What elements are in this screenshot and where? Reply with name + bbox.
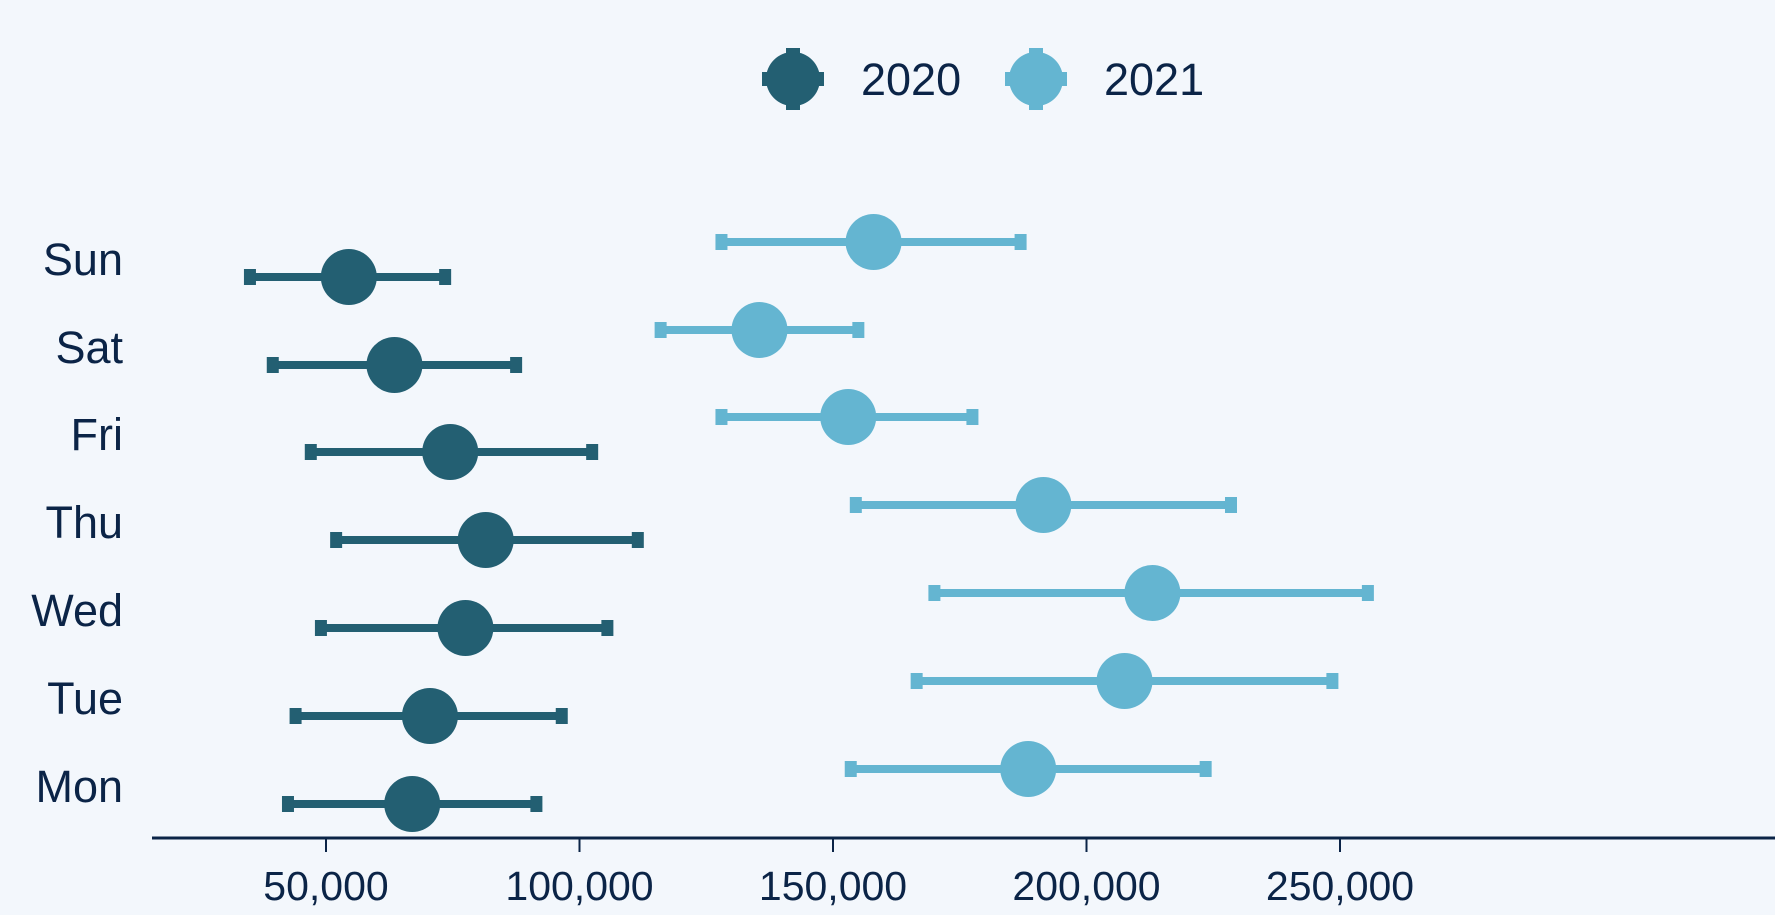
error-cap-high-2021-sat [852,322,865,338]
legend: 2020 2021 [762,48,1204,110]
error-cap-high-2020-fri [586,444,599,460]
error-cap-high-2020-sun [439,269,452,285]
point-group-2021-thu[interactable] [849,477,1237,533]
error-cap-high-2020-sat [510,357,523,373]
error-cap-low-2020-sun [243,269,256,285]
error-cap-high-2020-tue [555,708,568,724]
error-cap-high-2021-mon [1199,761,1212,777]
legend-label-2020: 2020 [861,54,961,105]
point-2020-sun[interactable] [320,249,377,305]
x-tick-label-100000: 100,000 [505,863,653,909]
legend-item-2021[interactable]: 2021 [1005,48,1204,110]
legend-cap-right-2021 [1061,72,1067,86]
legend-cap-top-2021 [1029,48,1043,54]
point-group-2020-tue[interactable] [289,688,568,744]
plot-marks [243,214,1374,832]
point-group-2020-wed[interactable] [314,600,614,656]
x-axis-ticks: 50,000 100,000 150,000 200,000 250,000 [263,838,1414,909]
point-2021-wed[interactable] [1124,565,1181,621]
legend-cap-top-2020 [786,48,800,54]
legend-cap-bottom-2020 [786,104,800,110]
point-2021-thu[interactable] [1015,477,1072,533]
point-2020-wed[interactable] [437,600,494,656]
category-label-sun: Sun [43,234,123,285]
point-group-2020-fri[interactable] [304,424,599,480]
error-cap-high-2021-thu [1224,497,1237,513]
point-group-2020-sun[interactable] [243,249,452,305]
point-group-2021-tue[interactable] [910,653,1339,709]
error-cap-high-2021-fri [966,409,979,425]
legend-cap-bottom-2021 [1029,104,1043,110]
error-cap-low-2020-thu [330,532,343,548]
point-2021-sun[interactable] [845,214,902,270]
category-label-tue: Tue [47,673,123,724]
error-cap-high-2021-tue [1326,673,1339,689]
x-tick-label-150000: 150,000 [759,863,907,909]
error-cap-low-2021-sun [715,234,728,250]
category-label-sat: Sat [55,322,123,373]
point-2021-sat[interactable] [731,302,788,358]
error-cap-low-2020-fri [304,444,317,460]
point-2020-sat[interactable] [366,337,423,393]
category-label-wed: Wed [31,585,123,636]
category-label-fri: Fri [71,409,123,460]
category-labels: Mon Tue Wed Thu Fri Sat Sun [31,234,123,812]
category-label-mon: Mon [35,761,123,812]
legend-cap-left-2020 [762,72,768,86]
point-group-2020-mon[interactable] [281,776,543,832]
error-cap-low-2021-tue [910,673,923,689]
error-cap-high-2021-sun [1014,234,1027,250]
point-2020-tue[interactable] [401,688,458,744]
error-cap-low-2020-sat [266,357,279,373]
legend-cap-left-2021 [1005,72,1011,86]
x-tick-label-250000: 250,000 [1266,863,1414,909]
point-group-2020-sat[interactable] [266,337,523,393]
legend-item-2020[interactable]: 2020 [762,48,961,110]
error-cap-low-2020-tue [289,708,302,724]
error-cap-high-2021-wed [1361,585,1374,601]
legend-cap-right-2020 [818,72,824,86]
error-cap-low-2021-mon [844,761,857,777]
error-cap-low-2021-wed [928,585,941,601]
legend-marker-2020 [766,52,820,106]
point-group-2021-fri[interactable] [715,389,979,445]
category-label-thu: Thu [45,497,123,548]
point-group-2021-sun[interactable] [715,214,1027,270]
x-tick-label-50000: 50,000 [263,863,388,909]
error-cap-high-2020-mon [530,796,543,812]
point-2020-fri[interactable] [422,424,479,480]
error-cap-low-2021-thu [849,497,862,513]
x-tick-label-200000: 200,000 [1012,863,1160,909]
legend-marker-2021 [1009,52,1063,106]
error-cap-low-2020-wed [314,620,327,636]
point-2021-tue[interactable] [1096,653,1153,709]
point-group-2021-mon[interactable] [844,741,1212,797]
legend-label-2021: 2021 [1104,54,1204,105]
point-2021-mon[interactable] [1000,741,1057,797]
error-cap-high-2020-thu [631,532,644,548]
point-group-2021-wed[interactable] [928,565,1374,621]
error-cap-low-2021-sat [654,322,667,338]
point-group-2021-sat[interactable] [654,302,865,358]
point-2020-mon[interactable] [384,776,441,832]
point-group-2020-thu[interactable] [330,512,644,568]
point-2021-fri[interactable] [820,389,877,445]
error-cap-low-2020-mon [281,796,294,812]
error-cap-low-2021-fri [715,409,728,425]
error-cap-high-2020-wed [601,620,614,636]
point-2020-thu[interactable] [457,512,514,568]
